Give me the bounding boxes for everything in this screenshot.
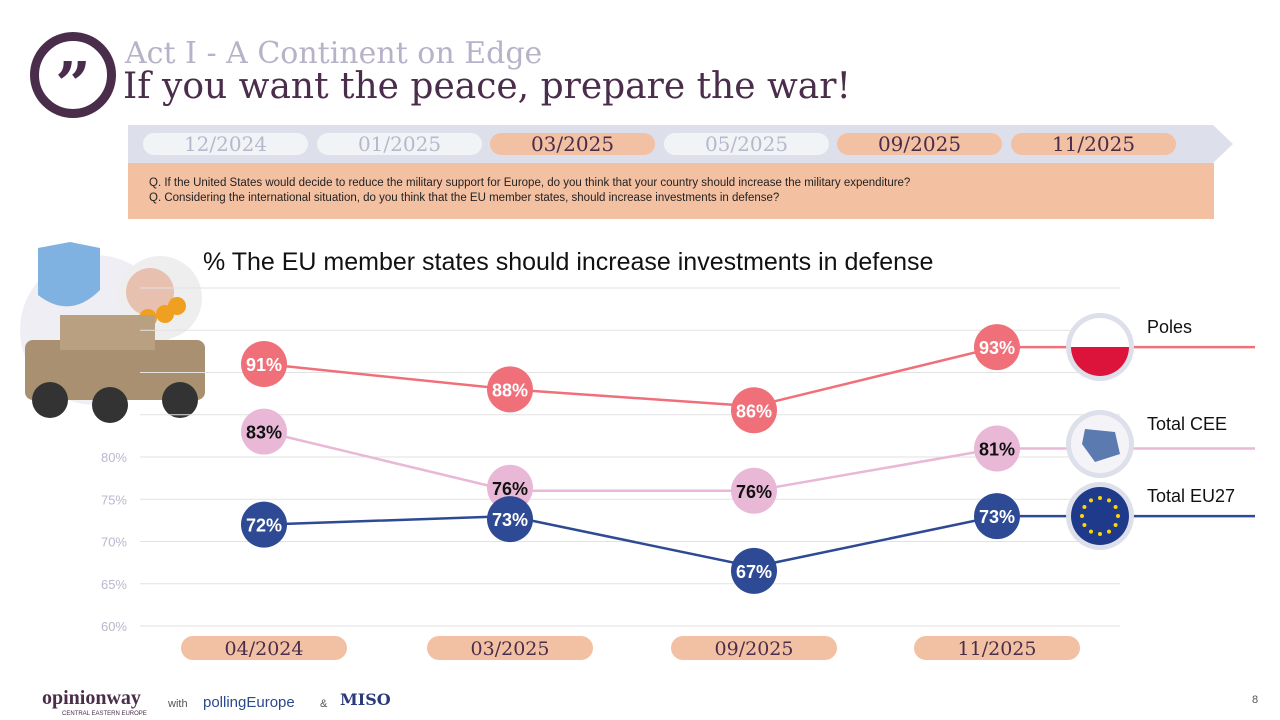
legend-label: Total CEE [1147, 414, 1227, 434]
eu-star [1082, 505, 1087, 509]
data-label: 76% [492, 479, 528, 499]
data-point [731, 547, 777, 594]
timeline-period: 01/2025 [317, 133, 482, 155]
data-label: 91% [246, 355, 282, 375]
data-label: 81% [979, 440, 1015, 460]
eu-flag-icon [1071, 487, 1129, 545]
question-box: Q. If the United States would decide to … [128, 163, 1214, 219]
timeline-period: 05/2025 [664, 133, 829, 155]
data-label: 67% [736, 562, 772, 582]
y-tick-label: 75% [101, 492, 127, 507]
miso-logo: MISO [340, 690, 391, 709]
x-category-pill [181, 636, 347, 660]
x-category-pill [671, 636, 837, 660]
chart-title: % The EU member states should increase i… [203, 248, 934, 276]
question-1: Q. If the United States would decide to … [149, 177, 911, 189]
eu-star [1089, 529, 1093, 534]
data-label: 73% [979, 507, 1015, 527]
timeline-period: 11/2025 [1011, 133, 1176, 155]
eu-star [1098, 532, 1102, 536]
cee-map-shape [1082, 429, 1120, 462]
eu-star [1080, 514, 1084, 518]
data-point [974, 493, 1020, 540]
poland-flag-red [1071, 347, 1129, 376]
eu-star [1089, 498, 1093, 503]
x-tick-label: 09/2025 [715, 638, 794, 660]
question-2: Q. Considering the international situati… [149, 192, 780, 204]
section-subtitle: Act I - A Continent on Edge [125, 36, 543, 71]
x-tick-label: 04/2024 [225, 638, 304, 660]
data-point [487, 366, 533, 413]
y-tick-label: 80% [101, 450, 127, 465]
timeline-period: 09/2025 [837, 133, 1002, 155]
x-tick-label: 03/2025 [471, 638, 550, 660]
data-point [731, 467, 777, 514]
eu-star [1113, 523, 1118, 527]
polling-europe-logo: pollingEurope [203, 694, 295, 711]
data-point [487, 496, 533, 543]
amp-text: & [320, 698, 328, 710]
x-category-pill [427, 636, 593, 660]
vehicle-illustration-icon [20, 242, 205, 423]
page-title: If you want the peace, prepare the war! [123, 66, 851, 107]
timeline-arrow-icon [1213, 125, 1233, 163]
x-tick-label: 11/2025 [958, 638, 1037, 660]
timeline-period: 12/2024 [143, 133, 308, 155]
data-label: 73% [492, 510, 528, 530]
data-label: 93% [979, 338, 1015, 358]
data-point [731, 387, 777, 434]
eu-star [1116, 514, 1120, 518]
timeline-period: 03/2025 [490, 133, 655, 155]
data-point [974, 425, 1020, 472]
quote-logo-icon: ” [30, 32, 116, 121]
data-point [241, 341, 287, 388]
y-tick-label: 60% [101, 619, 127, 634]
page-number: 8 [1252, 694, 1259, 706]
x-category-pill [914, 636, 1080, 660]
legend-label: Total EU27 [1147, 486, 1235, 506]
data-label: 86% [736, 401, 772, 421]
data-point [241, 501, 287, 548]
data-label: 76% [736, 482, 772, 502]
eu-star [1082, 523, 1087, 527]
data-point [241, 408, 287, 455]
data-label: 88% [492, 380, 528, 400]
eu-star [1107, 498, 1111, 503]
legend-label: Poles [1147, 317, 1192, 337]
eu-star [1113, 505, 1118, 509]
data-label: 83% [246, 423, 282, 443]
opinionway-logo: opinionway [42, 687, 141, 709]
with-text: with [168, 698, 188, 710]
eu-star [1098, 496, 1102, 500]
eu-star [1107, 529, 1111, 534]
y-tick-label: 70% [101, 535, 127, 550]
data-point [974, 324, 1020, 371]
y-tick-label: 65% [101, 577, 127, 592]
data-label: 72% [246, 516, 282, 536]
opinionway-sub: CENTRAL EASTERN EUROPE [62, 711, 147, 717]
